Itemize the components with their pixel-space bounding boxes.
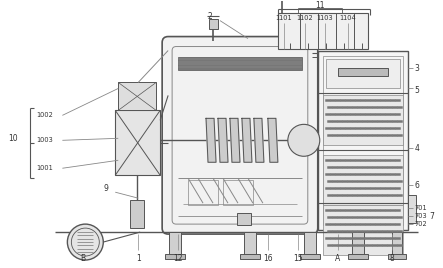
Text: B: B — [80, 254, 85, 263]
Polygon shape — [218, 118, 228, 162]
Polygon shape — [268, 118, 278, 162]
Bar — [118, 83, 156, 110]
Bar — [326, 58, 400, 88]
Bar — [323, 55, 403, 225]
Text: 2: 2 — [207, 12, 212, 21]
Text: 1104: 1104 — [339, 15, 356, 21]
Bar — [188, 180, 218, 205]
Text: 3: 3 — [415, 64, 420, 73]
Bar — [240, 254, 260, 259]
Text: 15: 15 — [293, 254, 303, 263]
Text: 1001: 1001 — [36, 165, 53, 171]
Text: 703: 703 — [415, 213, 427, 219]
Bar — [169, 232, 181, 254]
Text: 1002: 1002 — [36, 112, 53, 118]
Bar — [115, 110, 160, 175]
Text: 1: 1 — [136, 254, 140, 263]
Polygon shape — [206, 118, 216, 162]
Bar — [388, 254, 405, 259]
Text: 16: 16 — [263, 254, 273, 263]
Text: 1103: 1103 — [316, 15, 333, 21]
Polygon shape — [254, 118, 264, 162]
Bar — [318, 51, 408, 230]
Bar — [136, 132, 154, 148]
Bar — [244, 232, 256, 254]
Text: 1003: 1003 — [36, 137, 53, 143]
Bar — [209, 18, 218, 29]
Bar — [165, 254, 185, 259]
Text: 12: 12 — [173, 254, 183, 263]
Text: 1102: 1102 — [296, 15, 313, 21]
Text: 10: 10 — [8, 134, 18, 143]
Bar — [300, 254, 320, 259]
Text: 6: 6 — [415, 181, 420, 190]
FancyBboxPatch shape — [162, 36, 318, 234]
Polygon shape — [230, 118, 240, 162]
Bar — [323, 205, 403, 255]
Text: 9: 9 — [103, 184, 108, 193]
Text: 1101: 1101 — [276, 15, 292, 21]
Text: A: A — [335, 254, 340, 263]
Text: 702: 702 — [415, 221, 427, 227]
Text: 11: 11 — [315, 1, 325, 10]
Circle shape — [288, 124, 320, 156]
Bar — [338, 69, 388, 76]
Text: 5: 5 — [415, 86, 420, 95]
Bar — [178, 57, 302, 70]
Bar — [223, 180, 253, 205]
Polygon shape — [242, 118, 252, 162]
Bar — [352, 232, 364, 254]
Text: 4: 4 — [415, 144, 420, 153]
Text: 701: 701 — [415, 205, 427, 211]
Bar — [323, 95, 403, 145]
Bar — [323, 155, 403, 205]
Bar — [408, 195, 416, 223]
Text: 8: 8 — [389, 254, 394, 263]
Bar — [348, 254, 368, 259]
Text: 7: 7 — [430, 212, 435, 221]
Bar — [130, 200, 144, 228]
Bar — [304, 232, 316, 254]
Bar — [237, 213, 251, 225]
Bar — [392, 232, 401, 254]
Circle shape — [67, 224, 103, 260]
Bar — [278, 13, 368, 49]
